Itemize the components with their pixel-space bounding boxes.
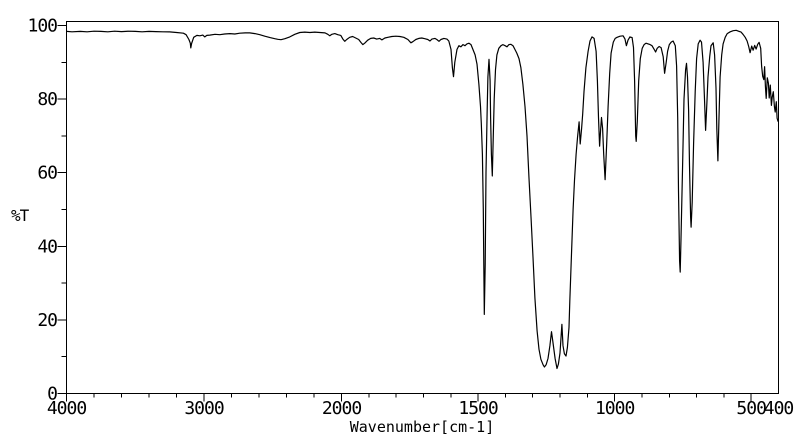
x-tick-label: 1500 xyxy=(458,398,498,419)
y-tick-label: 100 xyxy=(27,16,57,37)
y-axis-ticks xyxy=(57,25,67,394)
x-axis-ticks xyxy=(66,393,752,402)
x-tick-label: 500 xyxy=(736,398,766,419)
x-tick-label: 3000 xyxy=(184,398,224,419)
y-tick-label: 0 xyxy=(47,384,57,405)
x-tick-label: 4000 xyxy=(47,398,87,419)
x-axis-label: Wavenumber[cm-1] xyxy=(349,418,495,436)
y-axis-label: %T xyxy=(11,206,29,225)
spectrum-trace xyxy=(66,29,779,370)
x-tick-label: 2000 xyxy=(322,398,362,419)
x-tick-label: 1000 xyxy=(595,398,635,419)
y-tick-label: 80 xyxy=(37,89,57,110)
y-tick-label: 40 xyxy=(37,236,57,257)
y-tick-label: 20 xyxy=(37,310,57,331)
plot-frame xyxy=(66,21,779,394)
x-tick-label: 400 xyxy=(764,398,794,419)
y-tick-label: 60 xyxy=(37,163,57,184)
